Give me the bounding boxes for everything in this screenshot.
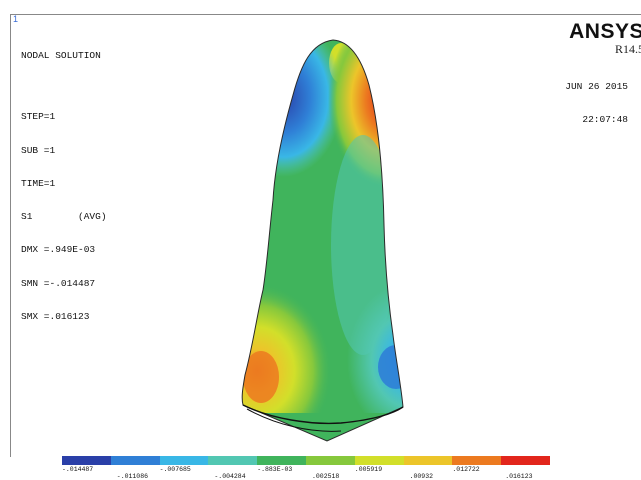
legend-label-upper-2: -.007685 (159, 466, 191, 473)
legend-label-upper-1: -.014487 (62, 466, 94, 473)
legend-swatch-5 (257, 456, 307, 465)
legend-label-upper-4: .005919 (354, 466, 383, 473)
legend-swatch-4 (208, 456, 258, 465)
plot-title: NODAL SOLUTION (21, 50, 101, 61)
ansys-logo: ANSYS (569, 20, 641, 43)
sub-label: SUB =1 (21, 144, 56, 156)
legend-swatch-7 (354, 456, 405, 465)
legend-label-upper-5: .012722 (452, 466, 480, 473)
plot-info-block: NODAL SOLUTION STEP=1 SUB =1 TIME=1 S1 (… (21, 28, 107, 344)
graphics-viewport[interactable]: 1 NODAL SOLUTION STEP=1 SUB =1 TIME=1 S1… (10, 14, 641, 457)
legend-label-lower-3: .002518 (312, 473, 340, 480)
legend-label-upper-3: -.883E-03 (257, 466, 293, 473)
legend-label-lower-2: -.004284 (214, 473, 246, 480)
legend-swatch-6 (306, 456, 356, 465)
dmx-label: DMX =.949E-03 (21, 244, 96, 256)
time-label-clock: 22:07:48 (582, 114, 628, 125)
legend-swatch-1 (62, 456, 112, 465)
legend-label-lower-5: .016123 (505, 473, 533, 480)
result-label: S1 (AVG) (21, 211, 107, 223)
step-label: STEP=1 (21, 111, 56, 123)
timestamp-block: JUN 26 2015 22:07:48 (565, 59, 628, 147)
release-label: R14.5 (614, 42, 641, 56)
tooth-contour-model (241, 39, 404, 442)
legend-swatch-8 (403, 456, 453, 465)
product-brand: ANSYS R14.5 (569, 21, 641, 57)
window-number: 1 (13, 14, 19, 24)
legend-label-lower-4: .00932 (409, 473, 433, 480)
legend-swatch-9 (452, 456, 502, 465)
smx-label: SMX =.016123 (21, 311, 90, 323)
legend-swatch-2 (110, 456, 161, 465)
legend-label-lower-1: -.011086 (116, 473, 149, 480)
legend-swatch-10 (501, 456, 551, 465)
date-label: JUN 26 2015 (565, 81, 628, 92)
smn-label: SMN =-.014487 (21, 277, 96, 289)
time-label: TIME=1 (21, 177, 56, 189)
legend-swatch-3 (159, 456, 209, 465)
